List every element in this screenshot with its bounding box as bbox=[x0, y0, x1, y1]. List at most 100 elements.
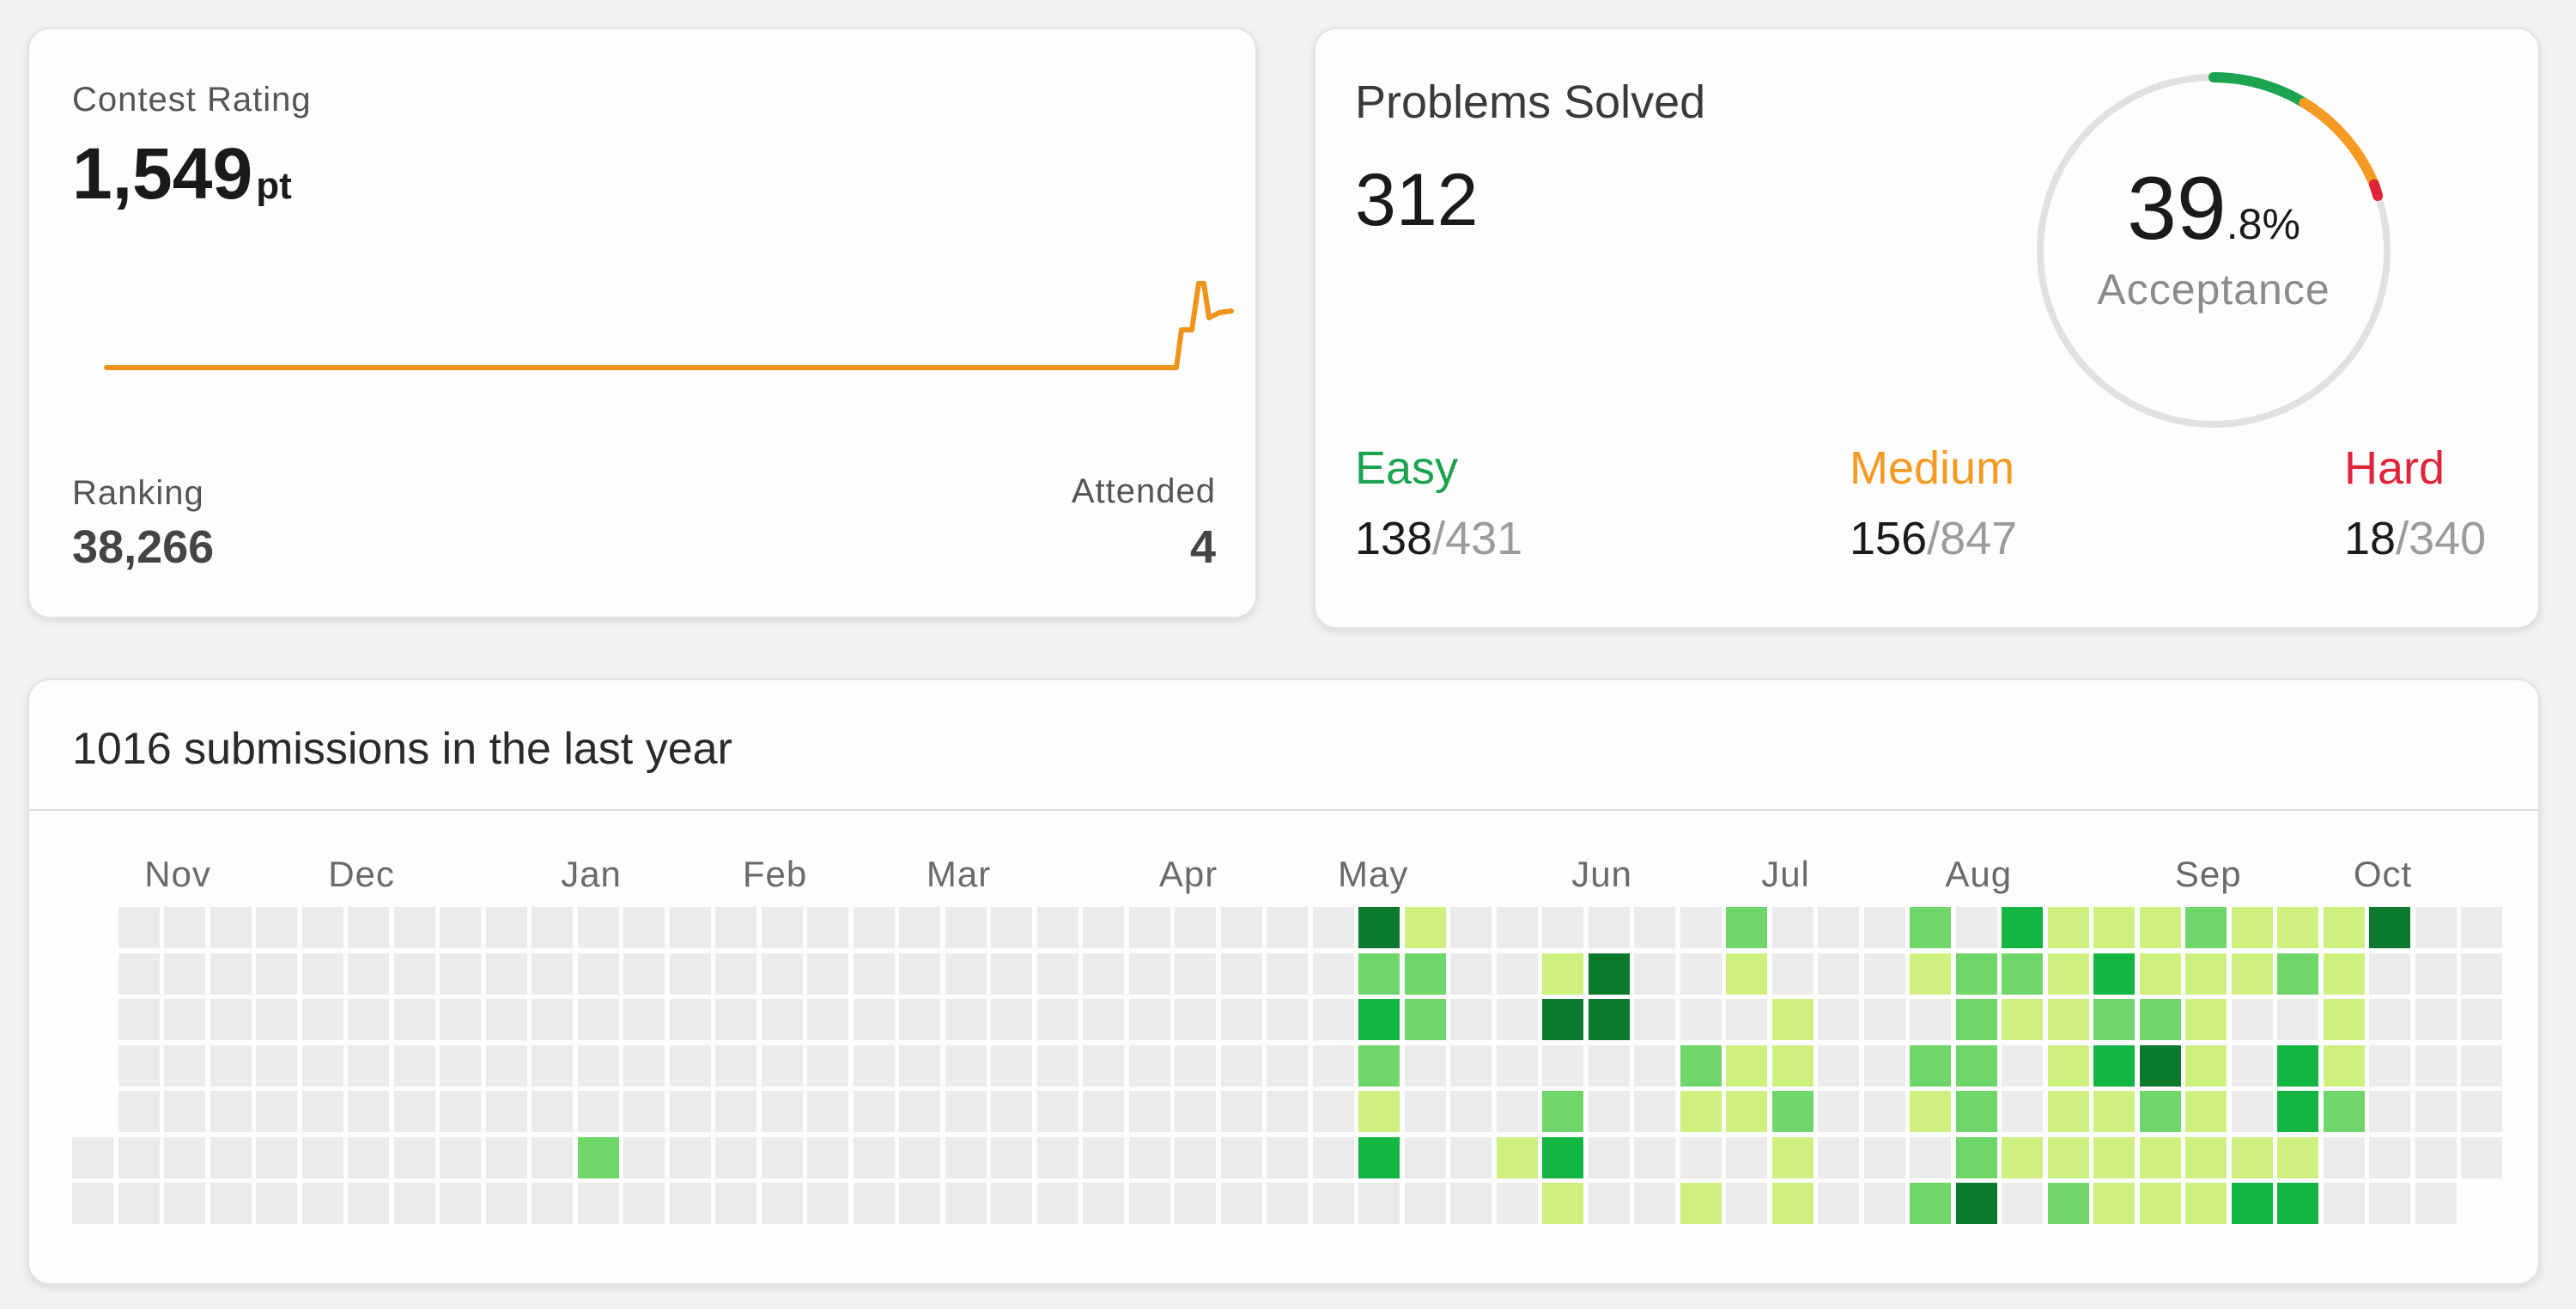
heatmap-cell[interactable] bbox=[2185, 907, 2227, 948]
heatmap-cell[interactable] bbox=[1910, 1183, 1951, 1224]
heatmap-cell[interactable] bbox=[2369, 953, 2410, 995]
heatmap-cell[interactable] bbox=[899, 999, 940, 1040]
heatmap-cell[interactable] bbox=[164, 1091, 205, 1132]
heatmap-cell[interactable] bbox=[2323, 999, 2365, 1040]
heatmap-cell[interactable] bbox=[440, 907, 481, 948]
heatmap-cell[interactable] bbox=[1450, 907, 1492, 948]
heatmap-cell[interactable] bbox=[2461, 907, 2502, 948]
heatmap-cell[interactable] bbox=[1220, 1183, 1262, 1224]
heatmap-cell[interactable] bbox=[1542, 953, 1583, 995]
heatmap-cell[interactable] bbox=[1726, 907, 1767, 948]
heatmap-cell[interactable] bbox=[1863, 953, 1905, 995]
heatmap-cell[interactable] bbox=[715, 1044, 756, 1087]
heatmap-cell[interactable] bbox=[1910, 1044, 1951, 1087]
heatmap-cell[interactable] bbox=[1496, 999, 1538, 1040]
heatmap-cell[interactable] bbox=[761, 1044, 803, 1087]
heatmap-cell[interactable] bbox=[1634, 1183, 1675, 1224]
heatmap-cell[interactable] bbox=[532, 907, 573, 948]
heatmap-cell[interactable] bbox=[118, 1136, 160, 1178]
heatmap-cell[interactable] bbox=[1818, 1091, 1859, 1132]
heatmap-cell[interactable] bbox=[1450, 1091, 1492, 1132]
heatmap-cell[interactable] bbox=[1542, 1044, 1583, 1087]
heatmap-cell[interactable] bbox=[1036, 999, 1078, 1040]
heatmap-cell[interactable] bbox=[1083, 1091, 1124, 1132]
heatmap-cell[interactable] bbox=[715, 907, 756, 948]
heatmap-cell[interactable] bbox=[761, 1183, 803, 1224]
heatmap-cell[interactable] bbox=[761, 999, 803, 1040]
heatmap-cell[interactable] bbox=[1175, 1136, 1216, 1178]
heatmap-cell[interactable] bbox=[1450, 1044, 1492, 1087]
heatmap-cell[interactable] bbox=[532, 1091, 573, 1132]
heatmap-cell[interactable] bbox=[2139, 1183, 2181, 1224]
heatmap-cell[interactable] bbox=[485, 1091, 527, 1132]
heatmap-cell[interactable] bbox=[2002, 1136, 2043, 1178]
heatmap-cell[interactable] bbox=[2047, 953, 2089, 995]
heatmap-cell[interactable] bbox=[715, 1091, 756, 1132]
heatmap-cell[interactable] bbox=[1771, 1183, 1814, 1224]
heatmap-cell[interactable] bbox=[2231, 1044, 2273, 1087]
heatmap-cell[interactable] bbox=[1267, 1044, 1308, 1087]
heatmap-cell[interactable] bbox=[1818, 999, 1859, 1040]
heatmap-cell[interactable] bbox=[2047, 1091, 2089, 1132]
heatmap-cell[interactable] bbox=[1863, 1136, 1905, 1178]
heatmap-cell[interactable] bbox=[1450, 953, 1492, 995]
heatmap-cell[interactable] bbox=[761, 953, 803, 995]
heatmap-cell[interactable] bbox=[2461, 999, 2502, 1040]
heatmap-cell[interactable] bbox=[2323, 953, 2365, 995]
heatmap-cell[interactable] bbox=[853, 999, 895, 1040]
heatmap-cell[interactable] bbox=[532, 999, 573, 1040]
heatmap-cell[interactable] bbox=[301, 953, 343, 995]
heatmap-cell[interactable] bbox=[623, 1183, 665, 1224]
heatmap-cell[interactable] bbox=[440, 999, 481, 1040]
heatmap-cell[interactable] bbox=[899, 1183, 940, 1224]
heatmap-cell[interactable] bbox=[2323, 1044, 2365, 1087]
heatmap-cell[interactable] bbox=[393, 1044, 435, 1087]
heatmap-cell[interactable] bbox=[2047, 907, 2089, 948]
heatmap-cell[interactable] bbox=[440, 953, 481, 995]
heatmap-cell[interactable] bbox=[1220, 1091, 1262, 1132]
heatmap-cell[interactable] bbox=[1220, 1136, 1262, 1178]
heatmap-cell[interactable] bbox=[2415, 1183, 2457, 1224]
heatmap-cell[interactable] bbox=[1175, 953, 1216, 995]
heatmap-cell[interactable] bbox=[853, 953, 895, 995]
heatmap-cell[interactable] bbox=[715, 1136, 756, 1178]
heatmap-cell[interactable] bbox=[393, 999, 435, 1040]
heatmap-cell[interactable] bbox=[118, 1044, 160, 1087]
heatmap-cell[interactable] bbox=[1910, 999, 1951, 1040]
heatmap-cell[interactable] bbox=[945, 1136, 987, 1178]
heatmap-cell[interactable] bbox=[1588, 999, 1630, 1040]
heatmap-cell[interactable] bbox=[899, 907, 940, 948]
heatmap-cell[interactable] bbox=[2047, 1136, 2089, 1178]
heatmap-cell[interactable] bbox=[945, 999, 987, 1040]
heatmap-cell[interactable] bbox=[945, 1091, 987, 1132]
heatmap-cell[interactable] bbox=[1358, 1044, 1400, 1087]
heatmap-cell[interactable] bbox=[210, 1044, 252, 1087]
heatmap-cell[interactable] bbox=[1680, 999, 1722, 1040]
heatmap-cell[interactable] bbox=[1267, 1136, 1308, 1178]
heatmap-cell[interactable] bbox=[1771, 999, 1814, 1040]
heatmap-cell[interactable] bbox=[1588, 1044, 1630, 1087]
heatmap-cell[interactable] bbox=[440, 1044, 481, 1087]
heatmap-cell[interactable] bbox=[1450, 999, 1492, 1040]
heatmap-cell[interactable] bbox=[1404, 953, 1446, 995]
heatmap-cell[interactable] bbox=[623, 1044, 665, 1087]
heatmap-cell[interactable] bbox=[761, 907, 803, 948]
heatmap-cell[interactable] bbox=[1312, 1091, 1354, 1132]
heatmap-cell[interactable] bbox=[393, 1183, 435, 1224]
heatmap-cell[interactable] bbox=[2231, 999, 2273, 1040]
heatmap-cell[interactable] bbox=[1036, 1091, 1078, 1132]
heatmap-cell[interactable] bbox=[532, 1044, 573, 1087]
heatmap-cell[interactable] bbox=[2277, 953, 2318, 995]
heatmap-cell[interactable] bbox=[485, 907, 527, 948]
heatmap-cell[interactable] bbox=[1404, 1183, 1446, 1224]
heatmap-cell[interactable] bbox=[348, 1091, 389, 1132]
heatmap-cell[interactable] bbox=[1588, 1136, 1630, 1178]
heatmap-cell[interactable] bbox=[761, 1136, 803, 1178]
heatmap-cell[interactable] bbox=[210, 953, 252, 995]
heatmap-cell[interactable] bbox=[1863, 1044, 1905, 1087]
heatmap-cell[interactable] bbox=[1955, 1136, 1997, 1178]
heatmap-cell[interactable] bbox=[945, 907, 987, 948]
heatmap-cell[interactable] bbox=[1083, 953, 1124, 995]
heatmap-cell[interactable] bbox=[72, 1136, 113, 1178]
heatmap-cell[interactable] bbox=[1634, 999, 1675, 1040]
